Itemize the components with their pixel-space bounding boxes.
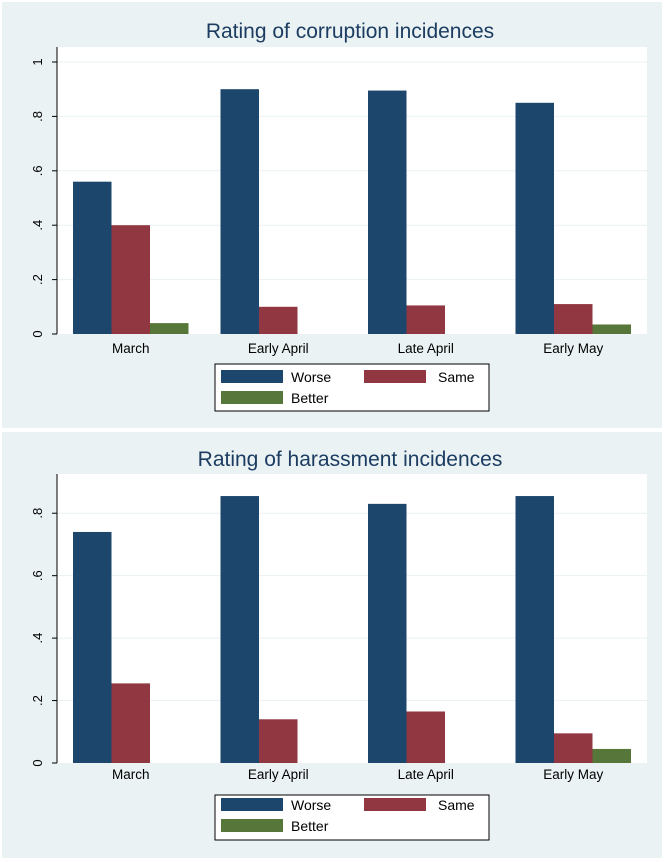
bar-same-late-april xyxy=(406,305,445,334)
legend-swatch-same xyxy=(364,370,426,383)
bar-worse-late-april xyxy=(368,503,407,763)
x-category-label: Early April xyxy=(248,341,309,356)
bar-same-early-april xyxy=(259,306,298,334)
x-category-label: Late April xyxy=(398,767,454,782)
y-tick-label: 1 xyxy=(30,58,45,65)
y-tick-label: 0 xyxy=(30,330,45,337)
legend-swatch-better xyxy=(221,819,283,832)
legend-swatch-same xyxy=(364,798,426,811)
legend-swatch-better xyxy=(221,391,283,404)
bar-same-late-april xyxy=(406,711,445,763)
bar-worse-early-may xyxy=(515,102,554,334)
bar-worse-march xyxy=(73,531,112,763)
legend: Worse Same Better xyxy=(214,363,490,412)
y-tick-label: .8 xyxy=(30,508,45,519)
bar-better-early-may xyxy=(592,748,631,763)
x-category-label: March xyxy=(112,767,150,782)
y-tick-label: .2 xyxy=(30,695,45,706)
bar-worse-early-april xyxy=(220,89,259,334)
corruption-chart: Rating of corruption incidences 0 .2 .4 .6.… xyxy=(30,20,647,412)
chart-title: Rating of corruption incidences xyxy=(206,20,494,43)
y-tick-label: .8 xyxy=(30,111,45,122)
bar-same-march xyxy=(111,225,150,334)
bar-same-early-may xyxy=(554,304,593,334)
legend-swatch-worse xyxy=(221,370,283,383)
y-tick-label: .4 xyxy=(30,633,45,644)
x-category-label: Early May xyxy=(543,767,603,782)
legend: Worse Same Better xyxy=(214,794,490,841)
bar-worse-late-april xyxy=(368,90,407,334)
y-tick-label: .6 xyxy=(30,570,45,581)
harassment-chart: Rating of harassment incidences 0 .2 .4 .6.… xyxy=(30,448,647,841)
legend-label-same: Same xyxy=(438,369,475,385)
y-tick-label: 0 xyxy=(30,759,45,766)
corruption-chart-panel: Rating of corruption incidences 0 .2 .4 .6.… xyxy=(2,2,662,428)
legend-label-better: Better xyxy=(291,390,329,406)
x-category-label: Early April xyxy=(248,767,309,782)
bar-worse-early-april xyxy=(220,496,259,763)
legend-label-same: Same xyxy=(438,797,475,813)
y-tick-label: .4 xyxy=(30,220,45,231)
legend-label-worse: Worse xyxy=(291,797,331,813)
chart-title: Rating of harassment incidences xyxy=(198,448,503,471)
legend-label-worse: Worse xyxy=(291,369,331,385)
bar-better-march xyxy=(150,323,189,334)
bar-worse-early-may xyxy=(515,496,554,763)
harassment-chart-panel: Rating of harassment incidences 0 .2 .4 .6.… xyxy=(2,432,662,858)
x-category-label: March xyxy=(112,341,150,356)
x-category-label: Early May xyxy=(543,341,603,356)
bar-same-early-april xyxy=(259,719,298,763)
legend-swatch-worse xyxy=(221,798,283,811)
y-tick-label: .6 xyxy=(30,165,45,176)
bar-same-march xyxy=(111,683,150,763)
legend-label-better: Better xyxy=(291,818,329,834)
x-category-label: Late April xyxy=(398,341,454,356)
bar-worse-march xyxy=(73,181,112,334)
y-tick-label: .2 xyxy=(30,274,45,285)
bar-same-early-may xyxy=(554,733,593,763)
bar-better-early-may xyxy=(592,324,631,334)
